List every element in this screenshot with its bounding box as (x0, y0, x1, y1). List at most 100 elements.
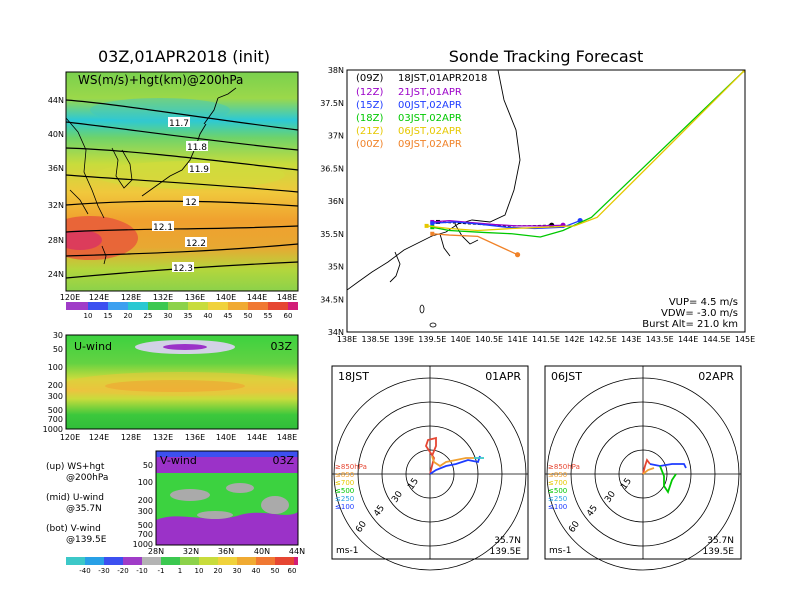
colorbar-cell (288, 302, 298, 310)
lat-tick-label: 35.5N (320, 230, 344, 239)
colorbar-cell (88, 302, 108, 310)
colorbar-label: -20 (117, 567, 128, 575)
uwind-jet-core (105, 380, 245, 392)
mid-shading (95, 161, 285, 189)
contour-label-box (168, 117, 190, 127)
track-launch-marker (424, 223, 429, 228)
pressure-tick-label: 300 (48, 392, 63, 401)
colorbar-cell (161, 557, 180, 565)
pressure-tick-label: 30 (53, 331, 63, 340)
contour-label-box (152, 221, 174, 231)
legend-z-00: (00Z) (356, 139, 383, 150)
legend-z-15: (15Z) (356, 100, 383, 111)
tracking-plot-area (347, 70, 745, 332)
lon-tick-label: 120E (60, 433, 80, 442)
pressure-tick-label: 100 (48, 363, 63, 372)
colorbar-cell (168, 302, 188, 310)
colorbar-label: 30 (233, 567, 242, 575)
legend-time-09: 18JST,01APR2018 (398, 73, 487, 84)
lat-tick-label: 37.5N (320, 99, 344, 108)
contour-line (66, 243, 298, 257)
hodo-right-lat: 35.7N (707, 536, 734, 546)
lat-tick-label: 36.5N (320, 164, 344, 173)
level-label: ≤700 (548, 479, 567, 487)
lon-tick-label: 139.5E (418, 335, 446, 344)
island-oshima (419, 304, 425, 314)
ws-colorbar: 10 15 20 25 30 35 40 45 50 55 60 (66, 302, 298, 320)
legend-time-15: 00JST,02APR (398, 100, 462, 111)
vwind-neutral-region (170, 489, 210, 501)
track-line (426, 70, 745, 232)
lon-tick-label: 140E (216, 433, 236, 442)
pressure-tick-label: 500 (138, 521, 153, 530)
colorbar-label: 50 (244, 312, 253, 320)
colorbar-cell (275, 557, 294, 565)
lon-tick-label: 128E (121, 293, 141, 302)
colorbar-cell (228, 302, 248, 310)
contour-label: 12.1 (153, 223, 173, 233)
contour-line (66, 147, 298, 171)
lon-tick-label: 143E (621, 335, 641, 344)
level-label: ≤850 (335, 471, 354, 479)
vdw-text: VDW= -3.0 m/s (661, 308, 738, 319)
colorbar-cell (268, 302, 288, 310)
colorbar-label: 30 (164, 312, 173, 320)
uwind-panel: U-wind 03Z 30 50 100 200 300 500 700 100… (43, 331, 299, 442)
colorbar-cell (108, 302, 128, 310)
hodo-right-date: 02APR (698, 370, 734, 383)
contour-label: 11.8 (187, 143, 207, 153)
colorbar-cell (66, 302, 88, 310)
lon-tick-label: 142.5E (589, 335, 617, 344)
vwind-panel: V-wind 03Z 50 100 200 300 500 700 1000 2… (66, 450, 305, 575)
colorbar-label: 40 (204, 312, 213, 320)
vwind-neutral-region (197, 511, 233, 519)
uwind-label: U-wind (74, 340, 112, 353)
level-label: ≤100 (335, 503, 354, 511)
colorbar-label: 55 (264, 312, 273, 320)
colorbar-label: -30 (98, 567, 109, 575)
lon-tick-label: 140.5E (475, 335, 503, 344)
hodograph-trace-mid (431, 455, 474, 468)
hodograph-ring (618, 449, 668, 499)
note-mid-line1: (mid) U-wind (46, 493, 104, 503)
lat-tick-label: 28N (148, 547, 164, 556)
lat-tick-label: 34N (328, 328, 344, 337)
hodograph-trace-low (425, 436, 437, 475)
track-launch-marker (430, 231, 435, 236)
coastline-boso-miura (439, 223, 479, 257)
lat-tick-label: 44N (289, 547, 305, 556)
lat-tick-label: 40N (48, 130, 64, 139)
lon-tick-label: 139E (394, 335, 414, 344)
colorbar-label: 20 (124, 312, 133, 320)
contour-label-box (188, 163, 210, 173)
lat-tick-label: 40N (254, 547, 270, 556)
lat-tick-label: 28N (48, 236, 64, 245)
vwind-label: V-wind (160, 454, 197, 467)
colorbar-label: 60 (288, 567, 297, 575)
coastline-hokkaido (217, 87, 237, 99)
lon-tick-label: 138.5E (361, 335, 389, 344)
pressure-tick-label: 500 (48, 406, 63, 415)
vwind-colorbar: -40 -30 -20 -10 -1 1 10 20 30 40 50 60 (66, 557, 298, 575)
colorbar-cell (104, 557, 123, 565)
lat-tick-label: 37N (328, 132, 344, 141)
note-bot-line2: @139.5E (66, 535, 107, 545)
hodograph-ring (570, 401, 716, 547)
track-line (432, 233, 518, 256)
lon-tick-label: 136E (185, 433, 205, 442)
track-line (437, 221, 552, 227)
legend-time-21: 06JST,02APR (398, 126, 462, 137)
pressure-tick-label: 700 (48, 415, 63, 424)
lon-tick-label: 120E (60, 293, 80, 302)
level-label: ≥850hPa (548, 463, 580, 471)
hodo-right-lon: 139.5E (703, 547, 735, 557)
colorbar-label: 60 (284, 312, 293, 320)
colorbar-cell (85, 557, 104, 565)
tracking-frame (346, 69, 746, 333)
lon-tick-label: 145E (735, 335, 755, 344)
hodo-left-units: ms-1 (336, 546, 358, 556)
lat-tick-label: 32N (183, 547, 199, 556)
lat-tick-label: 32N (48, 201, 64, 210)
vwind-low-region (156, 512, 298, 545)
note-bot-line1: (bot) V-wind (46, 524, 101, 534)
